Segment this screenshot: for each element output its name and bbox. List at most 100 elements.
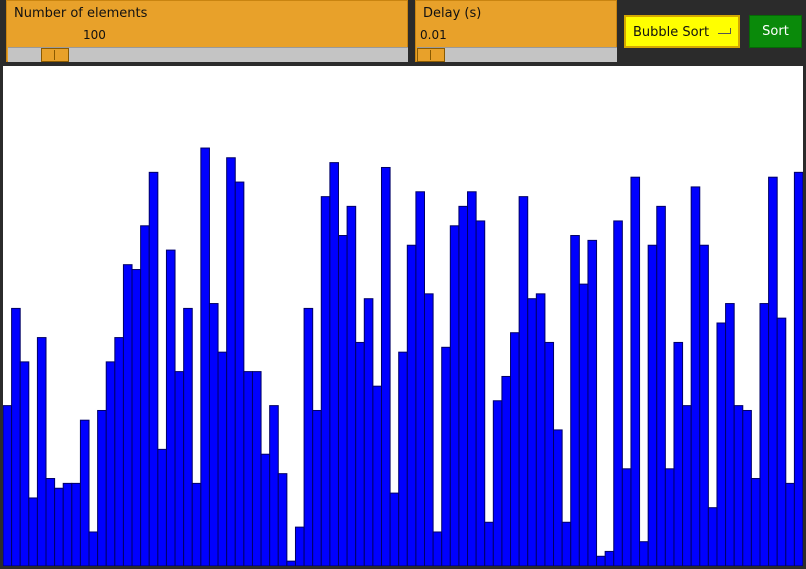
bar — [449, 225, 460, 566]
bar — [424, 293, 434, 566]
bar — [372, 385, 382, 566]
bar — [716, 322, 727, 566]
bar — [415, 191, 425, 566]
bar — [45, 478, 56, 566]
bar — [699, 244, 709, 566]
bar — [277, 473, 288, 566]
bar — [759, 303, 770, 566]
bar — [725, 303, 735, 566]
bar — [535, 293, 546, 566]
bar — [544, 341, 555, 566]
bar — [183, 307, 193, 566]
bar — [613, 220, 623, 566]
bar — [647, 244, 658, 566]
bar — [114, 337, 124, 566]
bar — [656, 205, 666, 566]
delay-slider-label: Delay (s) — [423, 6, 482, 21]
bars-chart — [3, 147, 803, 566]
bar — [707, 507, 718, 566]
bar — [208, 303, 219, 566]
bar — [380, 166, 391, 566]
bar — [639, 541, 649, 566]
delay-slider-value: 0.01 — [420, 28, 447, 42]
bar — [406, 244, 417, 566]
bar — [312, 409, 322, 566]
bar — [337, 235, 348, 566]
bar — [148, 171, 159, 566]
bar — [294, 526, 305, 566]
bar — [11, 307, 21, 566]
algorithm-dropdown[interactable]: Bubble Sort — [624, 15, 740, 48]
bar — [88, 531, 99, 566]
bar — [260, 453, 271, 566]
bar — [363, 298, 374, 566]
bar — [596, 555, 606, 566]
bar — [105, 361, 116, 566]
bar — [510, 332, 520, 566]
bar — [664, 468, 675, 566]
bar — [467, 191, 477, 566]
bar — [131, 269, 142, 566]
bar — [682, 405, 692, 566]
delay-slider-panel: Delay (s) 0.01 — [415, 0, 617, 62]
bar — [776, 317, 787, 566]
bar — [62, 482, 73, 566]
dropdown-indicator-icon — [718, 28, 731, 34]
bar — [303, 307, 314, 566]
bar — [269, 405, 279, 566]
bar — [458, 205, 469, 566]
sort-button[interactable]: Sort — [749, 15, 802, 48]
bar-canvas — [3, 66, 803, 566]
bar — [3, 405, 13, 566]
bar — [234, 181, 245, 566]
bar — [71, 482, 81, 566]
bar — [441, 346, 451, 566]
bar — [320, 196, 331, 566]
elements-slider-label: Number of elements — [14, 6, 148, 21]
bar — [630, 176, 641, 566]
bar — [673, 341, 684, 566]
bar — [200, 147, 210, 566]
bar — [587, 239, 598, 566]
delay-slider-track[interactable] — [417, 47, 617, 62]
bar — [621, 468, 632, 566]
bar — [484, 521, 494, 566]
bar — [54, 487, 64, 566]
bar — [750, 478, 761, 566]
toolbar: Number of elements 100 Delay (s) 0.01 Bu… — [0, 0, 806, 66]
bar — [553, 429, 563, 566]
bar — [122, 264, 133, 566]
bar — [165, 249, 176, 566]
bar — [355, 341, 365, 566]
bar — [329, 162, 339, 566]
bar — [157, 448, 167, 566]
bar — [492, 400, 503, 566]
bar — [36, 337, 47, 566]
bar — [501, 375, 512, 566]
bar — [243, 371, 253, 566]
bar — [561, 521, 572, 566]
bar — [79, 419, 90, 566]
delay-slider-thumb[interactable] — [417, 48, 445, 62]
elements-slider-panel: Number of elements 100 — [6, 0, 408, 62]
elements-slider-thumb[interactable] — [41, 48, 69, 62]
bar — [527, 298, 537, 566]
bar — [432, 531, 443, 566]
bar — [768, 176, 778, 566]
elements-slider-track[interactable] — [8, 47, 408, 62]
bar — [389, 492, 400, 566]
bar — [191, 482, 202, 566]
bar — [174, 371, 185, 566]
bar — [742, 409, 752, 566]
bar — [286, 560, 296, 566]
bar — [690, 186, 701, 566]
bar — [733, 405, 744, 566]
bar — [518, 196, 529, 566]
bar — [604, 550, 615, 566]
bar — [217, 351, 228, 566]
bar — [251, 371, 262, 566]
elements-slider-value: 100 — [83, 28, 106, 42]
bar — [578, 283, 589, 566]
bar — [28, 497, 38, 566]
bar — [793, 171, 803, 566]
